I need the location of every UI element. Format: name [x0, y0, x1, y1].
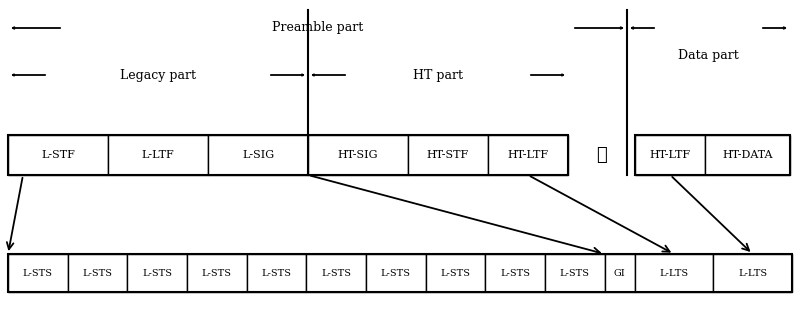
Bar — [8, 135, 108, 175]
Bar — [127, 254, 187, 292]
Bar — [187, 254, 246, 292]
Text: L-STS: L-STS — [82, 268, 113, 277]
Bar — [366, 254, 426, 292]
Text: HT part: HT part — [413, 69, 463, 82]
Text: ⋯: ⋯ — [596, 146, 607, 164]
Bar — [634, 254, 714, 292]
Bar — [486, 254, 545, 292]
Text: Data part: Data part — [678, 50, 739, 63]
Text: L-STS: L-STS — [321, 268, 351, 277]
Text: L-STS: L-STS — [262, 268, 291, 277]
Bar — [605, 254, 634, 292]
Text: Legacy part: Legacy part — [120, 69, 196, 82]
Bar — [488, 135, 568, 175]
Bar — [8, 254, 68, 292]
Bar — [108, 135, 208, 175]
Text: HT-DATA: HT-DATA — [722, 150, 773, 160]
Bar — [714, 254, 792, 292]
Text: L-STS: L-STS — [500, 268, 530, 277]
Text: L-STS: L-STS — [381, 268, 411, 277]
Text: Preamble part: Preamble part — [272, 21, 363, 34]
Text: L-LTS: L-LTS — [738, 268, 767, 277]
Bar — [8, 254, 792, 292]
Bar — [308, 135, 408, 175]
Bar — [246, 254, 306, 292]
Bar — [408, 135, 488, 175]
Text: L-STF: L-STF — [41, 150, 75, 160]
Text: L-STS: L-STS — [142, 268, 172, 277]
Bar — [68, 254, 127, 292]
Text: L-LTS: L-LTS — [659, 268, 689, 277]
Text: HT-STF: HT-STF — [427, 150, 469, 160]
Text: L-STS: L-STS — [202, 268, 232, 277]
Bar — [635, 135, 790, 175]
Text: L-SIG: L-SIG — [242, 150, 274, 160]
Bar — [706, 135, 790, 175]
Text: L-STS: L-STS — [560, 268, 590, 277]
Text: L-STS: L-STS — [441, 268, 470, 277]
Text: HT-LTF: HT-LTF — [507, 150, 549, 160]
Bar — [426, 254, 486, 292]
Text: HT-LTF: HT-LTF — [650, 150, 690, 160]
Bar — [208, 135, 308, 175]
Text: L-LTF: L-LTF — [142, 150, 174, 160]
Bar — [545, 254, 605, 292]
Bar — [306, 254, 366, 292]
Text: GI: GI — [614, 268, 626, 277]
Bar — [8, 135, 568, 175]
Bar — [635, 135, 706, 175]
Text: HT-SIG: HT-SIG — [338, 150, 378, 160]
Text: L-STS: L-STS — [23, 268, 53, 277]
